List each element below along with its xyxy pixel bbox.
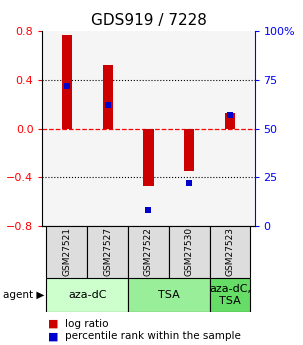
Bar bbox=[225, 113, 235, 128]
Bar bbox=[62, 35, 72, 128]
Text: ■: ■ bbox=[48, 319, 59, 328]
Text: GSM27530: GSM27530 bbox=[185, 227, 194, 276]
Bar bbox=[128, 278, 210, 312]
Text: aza-dC,
TSA: aza-dC, TSA bbox=[209, 284, 251, 306]
Bar bbox=[128, 226, 169, 278]
Text: GSM27521: GSM27521 bbox=[62, 227, 72, 276]
Bar bbox=[46, 226, 87, 278]
Text: GSM27522: GSM27522 bbox=[144, 227, 153, 276]
Bar bbox=[46, 278, 128, 312]
Bar bbox=[103, 65, 113, 128]
Bar bbox=[210, 278, 251, 312]
Text: ■: ■ bbox=[48, 332, 59, 341]
Text: log ratio: log ratio bbox=[65, 319, 109, 328]
Bar bbox=[184, 128, 194, 171]
Bar bbox=[210, 226, 251, 278]
Text: percentile rank within the sample: percentile rank within the sample bbox=[65, 332, 241, 341]
Bar bbox=[87, 226, 128, 278]
Bar bbox=[169, 226, 210, 278]
Text: GSM27527: GSM27527 bbox=[103, 227, 112, 276]
Text: TSA: TSA bbox=[158, 290, 180, 300]
Title: GDS919 / 7228: GDS919 / 7228 bbox=[91, 13, 206, 29]
Bar bbox=[143, 128, 154, 186]
Text: agent ▶: agent ▶ bbox=[3, 290, 45, 300]
Text: GSM27523: GSM27523 bbox=[225, 227, 235, 276]
Text: aza-dC: aza-dC bbox=[68, 290, 107, 300]
